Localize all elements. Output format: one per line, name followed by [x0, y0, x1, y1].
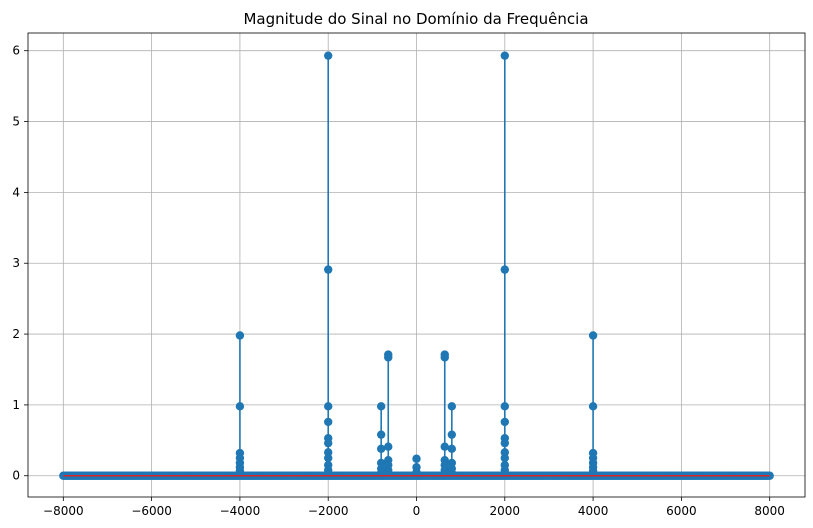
- stem-marker: [588, 469, 598, 478]
- y-tick-label: 0: [12, 469, 20, 483]
- y-tick-label: 2: [12, 327, 20, 341]
- stem-marker: [376, 430, 386, 439]
- stem-marker: [500, 438, 509, 448]
- grid-lines: [28, 33, 805, 497]
- stem-group: [384, 350, 393, 478]
- x-tick-label: 0: [413, 504, 421, 518]
- stem-group: [440, 350, 449, 478]
- stem-marker: [384, 469, 393, 478]
- stem-marker: [324, 453, 333, 463]
- stem-group: [412, 454, 421, 477]
- x-tick-label: 2000: [490, 504, 521, 518]
- stem-marker: [500, 417, 509, 427]
- stem-group: [588, 331, 598, 478]
- stem-marker: [324, 51, 333, 60]
- x-tick-label: −8000: [43, 504, 84, 518]
- x-tick-label: −2000: [308, 504, 349, 518]
- stem-group: [324, 51, 333, 478]
- stem-marker: [384, 442, 393, 451]
- stem-marker: [500, 469, 509, 478]
- x-tick-label: 6000: [666, 504, 697, 518]
- axis-ticks: −8000 −6000 −4000 −2000 0 2000 4000 6000 8000 0 1 2…: [12, 44, 785, 518]
- stem-marker: [324, 402, 333, 411]
- stem-group: [376, 402, 386, 478]
- stem-marker: [376, 402, 386, 411]
- stem-marker: [447, 444, 457, 454]
- stem-marker: [235, 331, 245, 340]
- stem-marker: [376, 444, 386, 454]
- stem-marker: [500, 402, 509, 411]
- x-tick-label: 4000: [578, 504, 609, 518]
- stem-marker: [324, 265, 333, 274]
- y-tick-label: 4: [12, 185, 20, 199]
- x-tick-label: 8000: [754, 504, 785, 518]
- stem-marker: [447, 402, 457, 411]
- stem-marker: [412, 454, 421, 463]
- stem-group: [500, 51, 509, 478]
- chart-title: Magnitude do Sinal no Domínio da Frequên…: [243, 10, 588, 28]
- stem-marker: [588, 402, 598, 411]
- x-tick-label: −6000: [131, 504, 172, 518]
- stem-marker: [447, 430, 457, 439]
- stem-marker: [324, 438, 333, 448]
- stem-marker: [440, 353, 449, 362]
- stem-group: [447, 402, 457, 478]
- y-tick-label: 3: [12, 256, 20, 270]
- stem-marker: [384, 353, 393, 362]
- stem-marker: [324, 469, 333, 478]
- stem-marker: [440, 442, 449, 451]
- stem-marker: [235, 402, 245, 411]
- stem-marker: [500, 265, 509, 274]
- stem-marker: [500, 453, 509, 463]
- y-tick-label: 5: [12, 115, 20, 129]
- stem-marker: [588, 331, 598, 340]
- stem-marker: [412, 468, 421, 477]
- y-tick-label: 6: [12, 44, 20, 58]
- stem-marker: [500, 51, 509, 60]
- y-tick-label: 1: [12, 398, 20, 412]
- x-tick-label: −4000: [220, 504, 261, 518]
- stem-marker: [235, 469, 245, 478]
- stem-group: [235, 331, 245, 478]
- stem-marker: [324, 417, 333, 427]
